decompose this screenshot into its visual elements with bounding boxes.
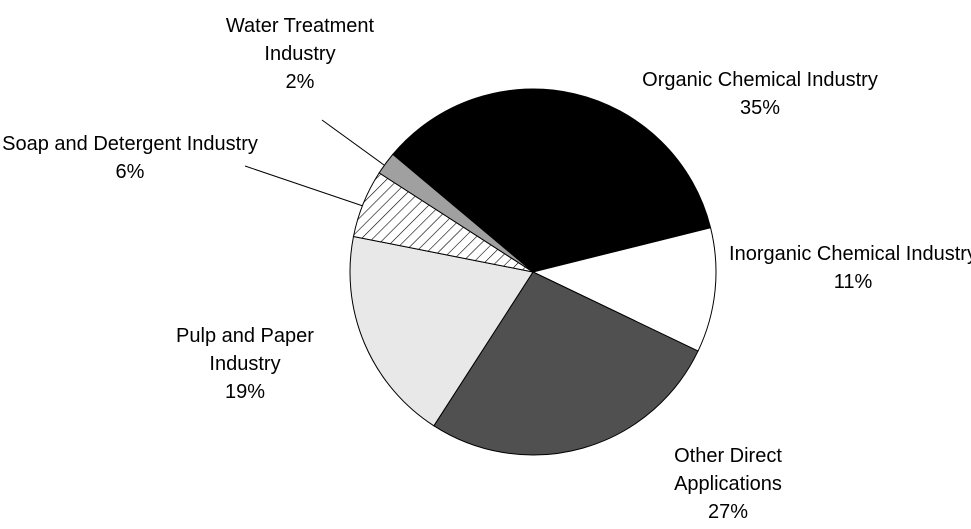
pie-slice	[433, 271, 699, 456]
slice-label: Soap and Detergent Industry 6%	[0, 130, 260, 186]
percent-label: 6%	[115, 161, 145, 183]
leader-line	[244, 165, 364, 207]
category-label: Inorganic Chemical Industry	[729, 243, 971, 265]
slice-label: Other Direct Applications 27%	[638, 442, 818, 526]
category-label: Water Treatment Industry	[225, 15, 375, 65]
category-label: Organic Chemical Industry	[642, 69, 878, 91]
slice-label: Inorganic Chemical Industry 11%	[728, 240, 971, 296]
slice-label: Water Treatment Industry 2%	[215, 12, 385, 96]
category-label: Pulp and Paper Industry	[176, 325, 314, 375]
pie-slice	[531, 227, 717, 352]
percent-label: 27%	[707, 501, 749, 523]
pie-slice	[378, 153, 534, 273]
percent-label: 35%	[739, 97, 781, 119]
percent-label: 2%	[285, 71, 315, 93]
leader-line	[321, 119, 385, 166]
pie-slice	[349, 235, 534, 427]
category-label: Soap and Detergent Industry	[2, 133, 258, 155]
pie-slice	[392, 88, 712, 273]
percent-label: 11%	[833, 271, 873, 293]
category-label: Other Direct Applications	[674, 445, 782, 495]
percent-label: 19%	[224, 381, 266, 403]
slice-label: Organic Chemical Industry 35%	[590, 66, 930, 122]
slice-label: Pulp and Paper Industry 19%	[150, 322, 340, 406]
